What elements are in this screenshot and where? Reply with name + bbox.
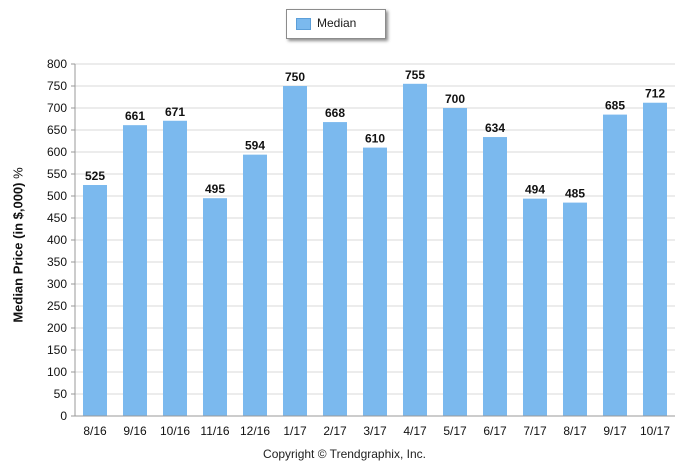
data-label: 594 — [245, 139, 265, 153]
data-label: 755 — [405, 68, 425, 82]
x-tick-label: 7/17 — [523, 424, 547, 438]
data-label: 712 — [645, 87, 665, 101]
x-tick-label: 11/16 — [200, 424, 229, 438]
data-label: 661 — [125, 109, 145, 123]
x-tick-label: 10/16 — [160, 424, 190, 438]
data-label: 750 — [285, 70, 305, 84]
data-label: 668 — [325, 106, 345, 120]
data-label: 685 — [605, 99, 625, 113]
bar — [563, 202, 587, 416]
bar — [603, 114, 627, 416]
data-label: 485 — [565, 187, 585, 201]
y-tick-label: 100 — [47, 365, 67, 379]
bar — [523, 198, 547, 416]
x-tick-label: 12/16 — [240, 424, 270, 438]
copyright-text: Copyright © Trendgraphix, Inc. — [263, 447, 426, 461]
data-label: 495 — [205, 182, 225, 196]
bar — [83, 185, 107, 416]
bar — [163, 120, 187, 416]
bar — [203, 198, 227, 416]
legend-label-median: Median — [317, 16, 357, 30]
y-tick-label: 800 — [47, 57, 67, 71]
y-tick-label: 600 — [47, 145, 67, 159]
y-tick-label: 0 — [60, 409, 67, 423]
y-tick-label: 300 — [47, 277, 67, 291]
y-tick-label: 250 — [47, 299, 67, 313]
x-tick-label: 9/16 — [123, 424, 147, 438]
legend: Median — [286, 9, 386, 39]
x-tick-label: 10/17 — [640, 424, 670, 438]
bar — [283, 86, 307, 416]
y-tick-label: 550 — [47, 167, 67, 181]
data-label: 671 — [165, 105, 185, 119]
bar — [443, 108, 467, 416]
x-tick-label: 2/17 — [323, 424, 347, 438]
y-tick-label: 150 — [47, 343, 67, 357]
bar — [403, 83, 427, 417]
data-label: 610 — [365, 132, 385, 146]
data-label: 494 — [525, 183, 545, 197]
bar — [323, 122, 347, 416]
y-tick-label: 500 — [47, 189, 67, 203]
y-axis-label-text: Median Price (in $,000) — [10, 182, 26, 323]
y-tick-label: 200 — [47, 321, 67, 335]
legend-swatch-median — [296, 18, 311, 30]
bar — [243, 154, 267, 416]
bars — [83, 83, 667, 417]
bar — [483, 137, 507, 417]
x-tick-label: 8/17 — [563, 424, 587, 438]
y-tick-label: 450 — [47, 211, 67, 225]
y-tick-label: 650 — [47, 123, 67, 137]
x-tick-label: 9/17 — [603, 424, 627, 438]
x-tick-label: 8/16 — [83, 424, 107, 438]
y-tick-label: 400 — [47, 233, 67, 247]
y-axis-label-unit: % — [10, 167, 26, 179]
bar — [643, 102, 667, 416]
y-tick-label: 50 — [54, 387, 68, 401]
data-label: 634 — [485, 121, 505, 135]
y-tick-label: 750 — [47, 79, 67, 93]
x-tick-label: 3/17 — [363, 424, 387, 438]
bar — [363, 147, 387, 416]
data-labels: 525 661 671 495 594 750 668 610 755 700 634 494 485 6… — [85, 68, 665, 201]
bar — [123, 125, 147, 416]
data-label: 700 — [445, 92, 465, 106]
x-tick-label: 6/17 — [483, 424, 507, 438]
y-tick-label: 700 — [47, 101, 67, 115]
x-tick-label: 5/17 — [443, 424, 467, 438]
y-axis-ticks: 0 50 100 150 200 250 300 350 400 450 500 550 600 650 7… — [47, 57, 75, 423]
x-axis-ticks: 8/16 9/16 10/16 11/16 12/16 1/17 2/17 3/17 4/17 5… — [83, 424, 670, 438]
x-tick-label: 1/17 — [283, 424, 307, 438]
y-axis-label: Median Price (in $,000) % — [11, 167, 26, 322]
data-label: 525 — [85, 169, 105, 183]
y-tick-label: 350 — [47, 255, 67, 269]
x-tick-label: 4/17 — [403, 424, 427, 438]
